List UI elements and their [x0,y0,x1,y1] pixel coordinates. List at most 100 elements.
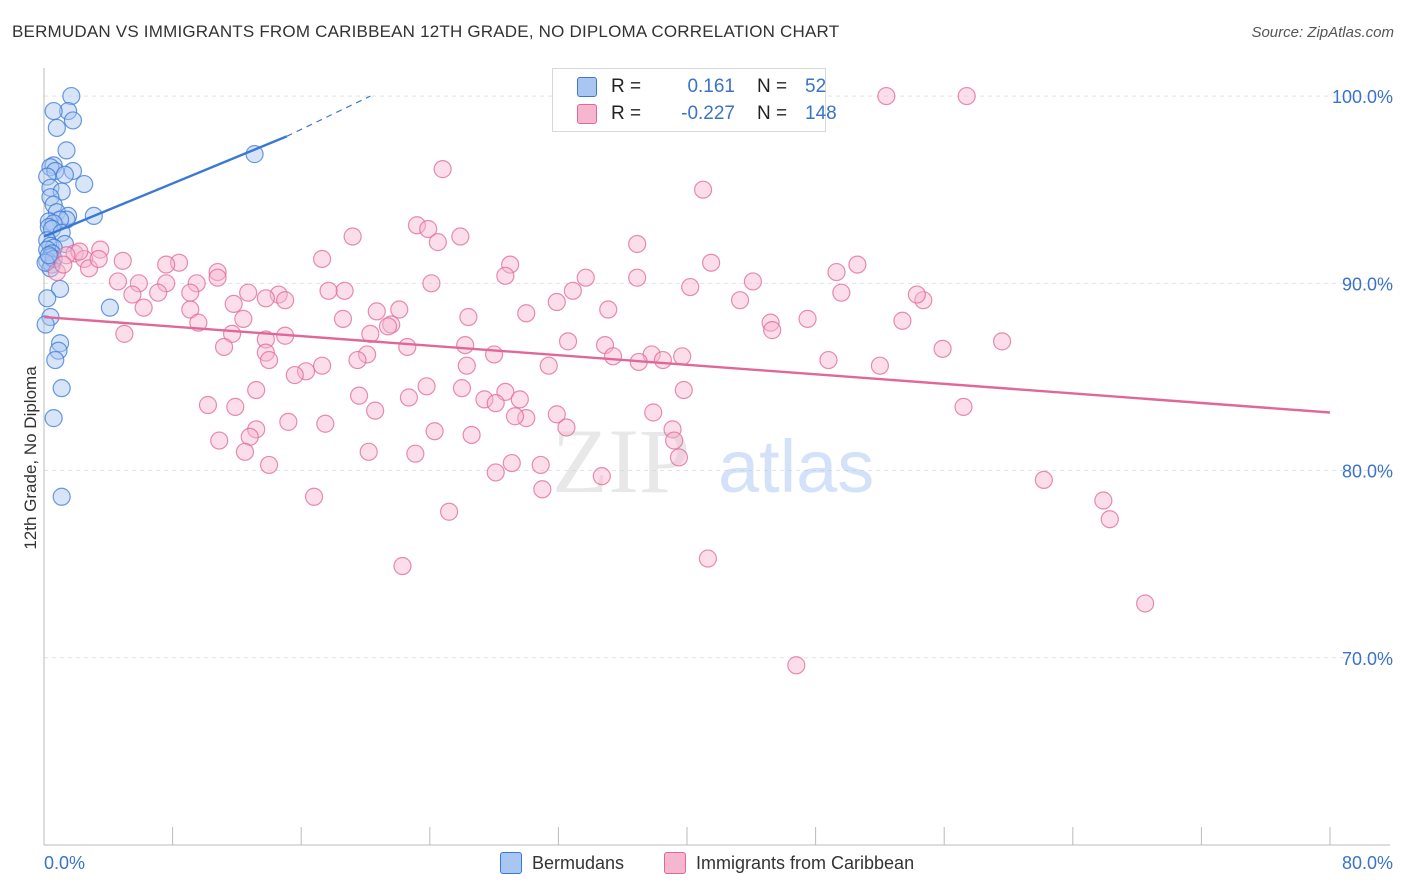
caribbean-point [452,379,472,398]
chart-title: BERMUDAN VS IMMIGRANTS FROM CARIBBEAN 12… [12,22,840,41]
caribbean-point [123,285,142,304]
caribbean-point [547,405,566,424]
bermudans-point [46,350,65,370]
bermudans-point [57,141,76,160]
caribbean-point [256,289,275,308]
caribbean-point [907,285,926,304]
caribbean-point [181,300,200,319]
caribbean-point [189,313,208,332]
legend-r-label-2: R = [611,103,642,124]
caribbean-point [296,362,316,381]
caribbean-point [79,259,99,278]
caribbean-point [669,448,689,467]
bermudans-point [75,174,94,194]
bottom-legend-label-bermudans: Bermudans [532,852,625,873]
caribbean-point [149,283,168,302]
caribbean-point [399,388,419,407]
caribbean-point [108,272,128,291]
bermudans-point [44,409,63,428]
caribbean-point [1100,510,1119,529]
caribbean-point [89,249,108,269]
caribbean-point [681,277,700,297]
caribbean-point [599,300,618,319]
caribbean-point [259,455,279,475]
caribbean-point [1094,491,1113,510]
caribbean-point [382,315,401,334]
bermudans-point [50,334,70,353]
bottom-legend-swatch-blue [500,852,522,874]
bermudans-point [47,118,66,138]
caribbean-point [457,356,476,375]
source-label: Source: ZipAtlas.com [1251,24,1394,41]
caribbean-point [819,350,838,370]
caribbean-point [214,337,234,357]
y-tick-label: 70.0% [1342,649,1393,669]
bottom-legend-bermudans: Bermudans [500,852,624,874]
caribbean-point [393,556,412,576]
x-tick-label: 0.0% [44,853,85,873]
caribbean-point [957,86,976,106]
caribbean-point [276,291,295,310]
legend-r-value-1: 0.161 [687,76,735,97]
caribbean-point [576,268,595,287]
caribbean-point [459,307,478,327]
caribbean-point [157,255,176,274]
caribbean-point [234,309,253,328]
caribbean-point [870,356,890,375]
bermudans-point [62,86,81,106]
caribbean-point [673,347,692,366]
caribbean-point [390,300,409,319]
bermudans-point [52,487,71,506]
legend-r-value-2: -0.227 [681,103,735,124]
caribbean-point [563,281,582,300]
caribbean-point [247,420,266,439]
caribbean-point [486,394,505,413]
y-tick-label: 80.0% [1342,462,1393,482]
caribbean-point [47,262,66,282]
caribbean-point [502,453,521,473]
watermark-atlas: atlas [718,425,874,508]
caribbean-point [407,216,427,235]
caribbean-point [486,463,505,482]
caribbean-point [462,425,481,445]
caribbean-point [422,274,441,293]
caribbean-point [428,233,447,252]
legend-row-bermudans: R = 0.161 N = 52 [577,75,826,99]
caribbean-point [798,309,817,328]
caribbean-point [256,330,275,349]
stats-legend: R = 0.161 N = 52 R = -0.227 N = 148 [552,68,837,132]
caribbean-point [547,292,566,312]
caribbean-point [208,262,227,282]
bermudans-trend-line [43,135,288,238]
caribbean-point [198,395,218,415]
caribbean-point [702,253,721,272]
caribbean-point [425,422,444,441]
bermudans-point [52,182,71,201]
caribbean-point [533,480,552,499]
y-tick-label: 90.0% [1342,274,1393,294]
bermudans-point [52,379,71,398]
caribbean-point [129,274,148,293]
legend-n-label-1: N = [757,76,788,97]
caribbean-point [827,262,846,282]
caribbean-point [187,274,206,293]
caribbean-point [439,502,459,521]
bottom-legend-caribbean: Immigrants from Caribbean [664,852,914,874]
bermudans-point [100,298,120,317]
caribbean-point [644,403,663,422]
caribbean-point [312,356,332,375]
bottom-legend-swatch-pink [664,852,686,874]
caribbean-point [335,281,354,300]
caribbean-point [366,401,385,420]
caribbean-point [134,298,153,317]
caribbean-point [235,442,255,461]
legend-n-label-2: N = [757,103,788,124]
caribbean-point [628,268,647,287]
caribbean-point [319,281,338,300]
bermudans-point [59,101,78,121]
caribbean-point [603,347,623,366]
caribbean-point [933,339,952,358]
caribbean-point [877,86,896,106]
caribbean-point [208,268,227,287]
caribbean-point [285,365,304,385]
